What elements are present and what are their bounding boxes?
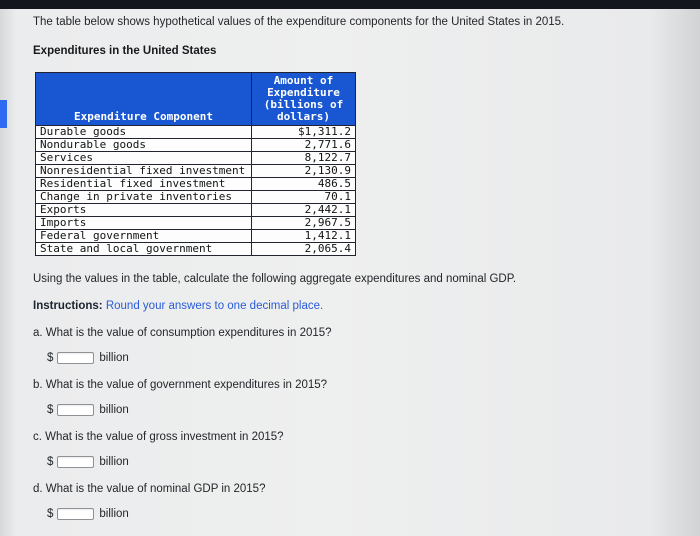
- instructions-label: Instructions:: [33, 300, 103, 312]
- table-header-row: Expenditure Component Amount of Expendit…: [35, 72, 356, 126]
- quiz-page: The table below shows hypothetical value…: [0, 9, 700, 520]
- table-row: Imports 2,967.5: [35, 216, 356, 230]
- dollar-sign: $: [47, 508, 54, 520]
- amount-cell: 2,130.9: [251, 164, 356, 178]
- amount-cell: $1,311.2: [251, 125, 356, 139]
- billion-label: billion: [99, 508, 129, 520]
- amount-cell: 2,442.1: [251, 203, 356, 217]
- amount-cell: 2,771.6: [251, 138, 356, 152]
- amount-cell: 1,412.1: [251, 229, 356, 243]
- dollar-sign: $: [47, 456, 54, 468]
- answer-input-b[interactable]: [57, 404, 95, 416]
- amount-cell: 70.1: [251, 190, 356, 204]
- billion-label: billion: [99, 404, 129, 416]
- expenditure-table: Expenditure Component Amount of Expendit…: [35, 72, 356, 256]
- prompt-text: Using the values in the table, calculate…: [33, 273, 517, 285]
- table-title: Expenditures in the United States: [33, 45, 217, 57]
- table-row: Nondurable goods 2,771.6: [35, 138, 356, 152]
- billion-label: billion: [99, 352, 129, 364]
- component-cell: Imports: [35, 216, 252, 230]
- table-row: Residential fixed investment 486.5: [35, 177, 356, 191]
- answer-row-d: $ billion: [47, 508, 680, 520]
- answer-input-a[interactable]: [57, 352, 95, 364]
- table-row: Durable goods $1,311.2: [35, 125, 356, 139]
- question-b-label: b. What is the value of government expen…: [33, 379, 328, 391]
- table-row: State and local government 2,065.4: [35, 242, 356, 256]
- amount-cell: 2,967.5: [251, 216, 356, 230]
- answer-row-c: $ billion: [47, 456, 680, 468]
- question-a-label: a. What is the value of consumption expe…: [33, 327, 332, 339]
- answer-row-a: $ billion: [47, 352, 680, 364]
- answer-row-b: $ billion: [47, 404, 680, 416]
- component-cell: Exports: [35, 203, 252, 217]
- component-cell: Change in private inventories: [35, 190, 252, 204]
- component-cell: State and local government: [35, 242, 252, 256]
- instructions-text: Round your answers to one decimal place.: [102, 300, 324, 312]
- table-row: Nonresidential fixed investment 2,130.9: [35, 164, 356, 178]
- intro-text: The table below shows hypothetical value…: [33, 16, 565, 28]
- instructions-line: Instructions: Round your answers to one …: [33, 300, 680, 312]
- left-edge-accent: [0, 100, 7, 128]
- top-bar: [0, 0, 700, 9]
- table-row: Change in private inventories 70.1: [35, 190, 356, 204]
- component-cell: Nonresidential fixed investment: [35, 164, 252, 178]
- question-d-label: d. What is the value of nominal GDP in 2…: [33, 483, 266, 495]
- component-cell: Residential fixed investment: [35, 177, 252, 191]
- table-row: Federal government 1,412.1: [35, 229, 356, 243]
- component-cell: Durable goods: [35, 125, 252, 139]
- billion-label: billion: [99, 456, 129, 468]
- answer-input-d[interactable]: [57, 508, 95, 520]
- amount-cell: 486.5: [251, 177, 356, 191]
- header-expenditure-component: Expenditure Component: [35, 72, 252, 126]
- answer-input-c[interactable]: [57, 456, 95, 468]
- question-c-label: c. What is the value of gross investment…: [33, 431, 284, 443]
- table-row: Services 8,122.7: [35, 151, 356, 165]
- dollar-sign: $: [47, 352, 54, 364]
- amount-cell: 2,065.4: [251, 242, 356, 256]
- component-cell: Federal government: [35, 229, 252, 243]
- header-amount-of-expenditure: Amount of Expenditure (billions of dolla…: [251, 72, 356, 126]
- dollar-sign: $: [47, 404, 54, 416]
- amount-cell: 8,122.7: [251, 151, 356, 165]
- component-cell: Nondurable goods: [35, 138, 252, 152]
- table-row: Exports 2,442.1: [35, 203, 356, 217]
- component-cell: Services: [35, 151, 252, 165]
